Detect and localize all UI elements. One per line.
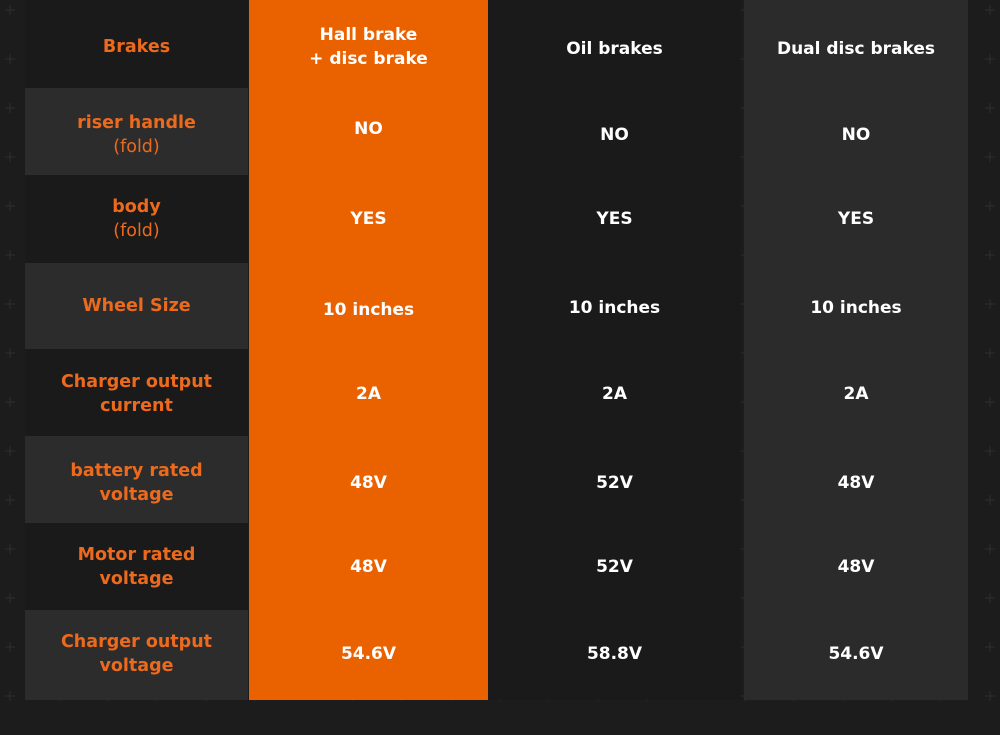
table-cell: 48V bbox=[837, 557, 875, 577]
table-cell: YES bbox=[350, 209, 387, 229]
table-cell: 52V bbox=[596, 557, 633, 577]
table-cell: NO bbox=[354, 119, 383, 139]
table-cell: 54.6V bbox=[340, 644, 397, 664]
label-row-band bbox=[25, 436, 248, 523]
table-cell: 48V bbox=[350, 557, 387, 577]
table-cell: 2A bbox=[602, 384, 627, 404]
table-cell: 10 inches bbox=[322, 300, 415, 320]
table-cell: 10 inches bbox=[810, 298, 902, 318]
table-cell: NO bbox=[841, 125, 871, 145]
row-label-riser-handle: riser handle (fold) bbox=[25, 92, 248, 178]
dual-disc-column-panel bbox=[744, 0, 968, 700]
row-sublabel-text: (fold) bbox=[113, 137, 160, 157]
row-label-text: riser handle bbox=[77, 113, 196, 133]
label-row-band bbox=[25, 610, 248, 700]
label-row-band bbox=[25, 263, 248, 349]
hall-brake-column-panel bbox=[249, 0, 488, 700]
table-cell: 48V bbox=[837, 473, 875, 493]
column-header-oil-brakes: Oil brakes bbox=[566, 39, 663, 59]
table-cell: 52V bbox=[596, 473, 633, 493]
row-label-motor-rated-voltage: Motor rated voltage bbox=[77, 545, 196, 589]
row-label-body: body (fold) bbox=[25, 176, 248, 262]
table-cell: 58.8V bbox=[586, 644, 643, 664]
table-cell: YES bbox=[596, 209, 633, 229]
row-label-text: body bbox=[112, 197, 161, 217]
row-label-battery-rated-voltage: battery rated voltage bbox=[70, 461, 203, 505]
table-cell: 2A bbox=[843, 384, 869, 404]
column-header-dual-disc: Dual disc brakes bbox=[776, 39, 936, 59]
column-header-hall-brake: Hall brake + disc brake bbox=[309, 25, 428, 69]
label-row-band bbox=[25, 88, 248, 175]
header-corner-label: Brakes bbox=[102, 37, 171, 57]
table-cell: 10 inches bbox=[568, 298, 661, 318]
table-cell: 54.6V bbox=[828, 644, 884, 664]
table-cell: YES bbox=[837, 209, 875, 229]
row-label-charger-output-voltage: Charger output voltage bbox=[60, 632, 213, 676]
row-label-charger-output-current: Charger output current bbox=[60, 372, 213, 416]
table-cell: 2A bbox=[356, 384, 381, 404]
row-sublabel-text: (fold) bbox=[113, 221, 160, 241]
oil-brakes-column-panel bbox=[488, 0, 741, 700]
table-cell: NO bbox=[600, 125, 629, 145]
row-label-wheel-size: Wheel Size bbox=[82, 296, 191, 316]
table-cell: 48V bbox=[350, 473, 387, 493]
